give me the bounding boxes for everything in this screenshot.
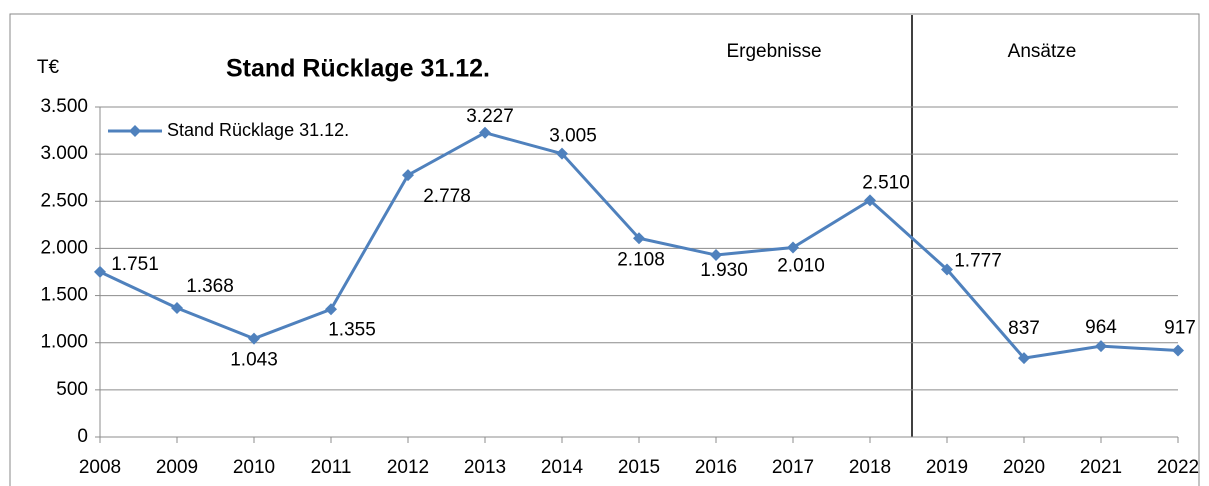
marker (248, 332, 260, 345)
y-tick-label: 2.500 (40, 190, 88, 211)
data-label: 2.778 (423, 186, 471, 207)
y-tick-label: 3.000 (40, 143, 88, 164)
data-label: 837 (1008, 318, 1040, 339)
chart-frame (9, 13, 1200, 486)
data-label: 1.368 (186, 276, 234, 297)
x-tick-label: 2017 (772, 457, 814, 478)
data-label: 964 (1085, 317, 1117, 338)
x-tick-label: 2016 (695, 457, 737, 478)
y-tick-label: 2.000 (40, 237, 88, 258)
marker (325, 303, 337, 316)
legend-marker (129, 125, 141, 137)
marker (556, 147, 568, 160)
marker (402, 169, 414, 182)
data-label: 1.043 (230, 350, 278, 371)
data-label: 3.227 (466, 106, 514, 127)
marker (1018, 352, 1030, 365)
data-label: 917 (1164, 318, 1196, 339)
marker (941, 263, 953, 276)
y-axis-label: T€ (37, 57, 60, 78)
y-tick-label: 0 (77, 426, 88, 447)
x-tick-label: 2021 (1080, 457, 1122, 478)
x-tick-label: 2014 (541, 457, 584, 478)
legend-label: Stand Rücklage 31.12. (167, 120, 349, 140)
x-tick-label: 2019 (926, 457, 968, 478)
y-tick-label: 3.500 (40, 96, 88, 117)
data-label: 2.510 (862, 172, 910, 193)
annotation: Ansätze (1008, 41, 1077, 62)
data-label: 3.005 (549, 126, 597, 147)
x-tick-label: 2020 (1003, 457, 1045, 478)
x-tick-label: 2012 (387, 457, 429, 478)
marker (171, 302, 183, 315)
x-tick-label: 2018 (849, 457, 891, 478)
data-label: 1.930 (700, 260, 748, 281)
marker (479, 126, 491, 139)
chart-title: Stand Rücklage 31.12. (226, 55, 490, 83)
data-label: 1.355 (328, 319, 376, 340)
x-tick-label: 2008 (79, 457, 121, 478)
marker (1095, 340, 1107, 353)
annotation: Ergebnisse (726, 41, 821, 62)
data-label: 1.777 (954, 250, 1002, 271)
marker (710, 249, 722, 262)
x-tick-label: 2022 (1157, 457, 1199, 478)
x-tick-label: 2013 (464, 457, 506, 478)
data-label: 2.108 (617, 249, 665, 270)
y-tick-label: 1.000 (40, 332, 88, 353)
y-tick-label: 500 (56, 379, 88, 400)
marker (787, 241, 799, 254)
x-tick-label: 2009 (156, 457, 198, 478)
data-label: 2.010 (777, 256, 825, 277)
marker (94, 265, 106, 278)
marker (864, 194, 876, 207)
y-tick-label: 1.500 (40, 285, 88, 306)
x-tick-label: 2011 (311, 457, 352, 478)
x-tick-label: 2015 (618, 457, 660, 478)
marker (1172, 344, 1184, 357)
marker (633, 232, 645, 245)
x-tick-label: 2010 (233, 457, 275, 478)
data-label: 1.751 (111, 254, 159, 275)
